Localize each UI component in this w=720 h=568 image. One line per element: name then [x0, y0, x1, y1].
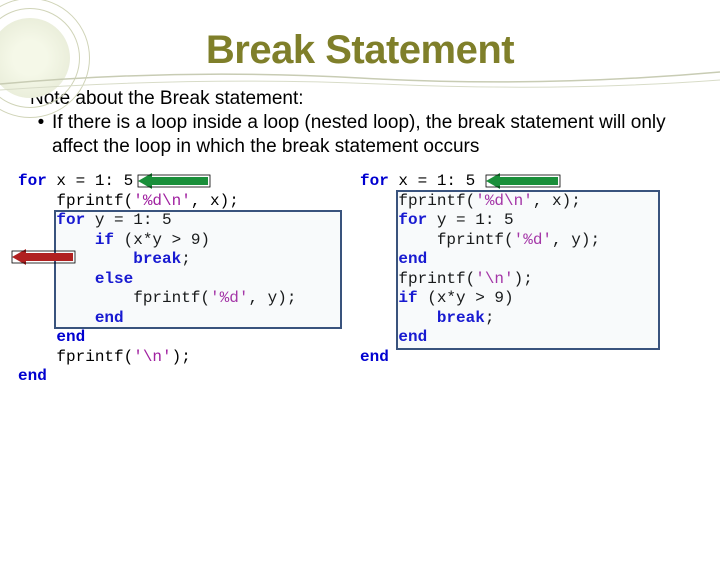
bullet-text: If there is a loop inside a loop (nested… — [52, 111, 690, 159]
code-block-left: for x = 1: 5 fprintf('%d\n', x); for y =… — [18, 172, 360, 387]
header-curve — [0, 66, 720, 96]
bullet-item: • If there is a loop inside a loop (nest… — [30, 111, 690, 159]
body-text: Note about the Break statement: • If the… — [30, 87, 690, 158]
code-area: for x = 1: 5 fprintf('%d\n', x); for y =… — [0, 172, 720, 387]
code-block-right: for x = 1: 5 fprintf('%d\n', x); for y =… — [360, 172, 702, 387]
